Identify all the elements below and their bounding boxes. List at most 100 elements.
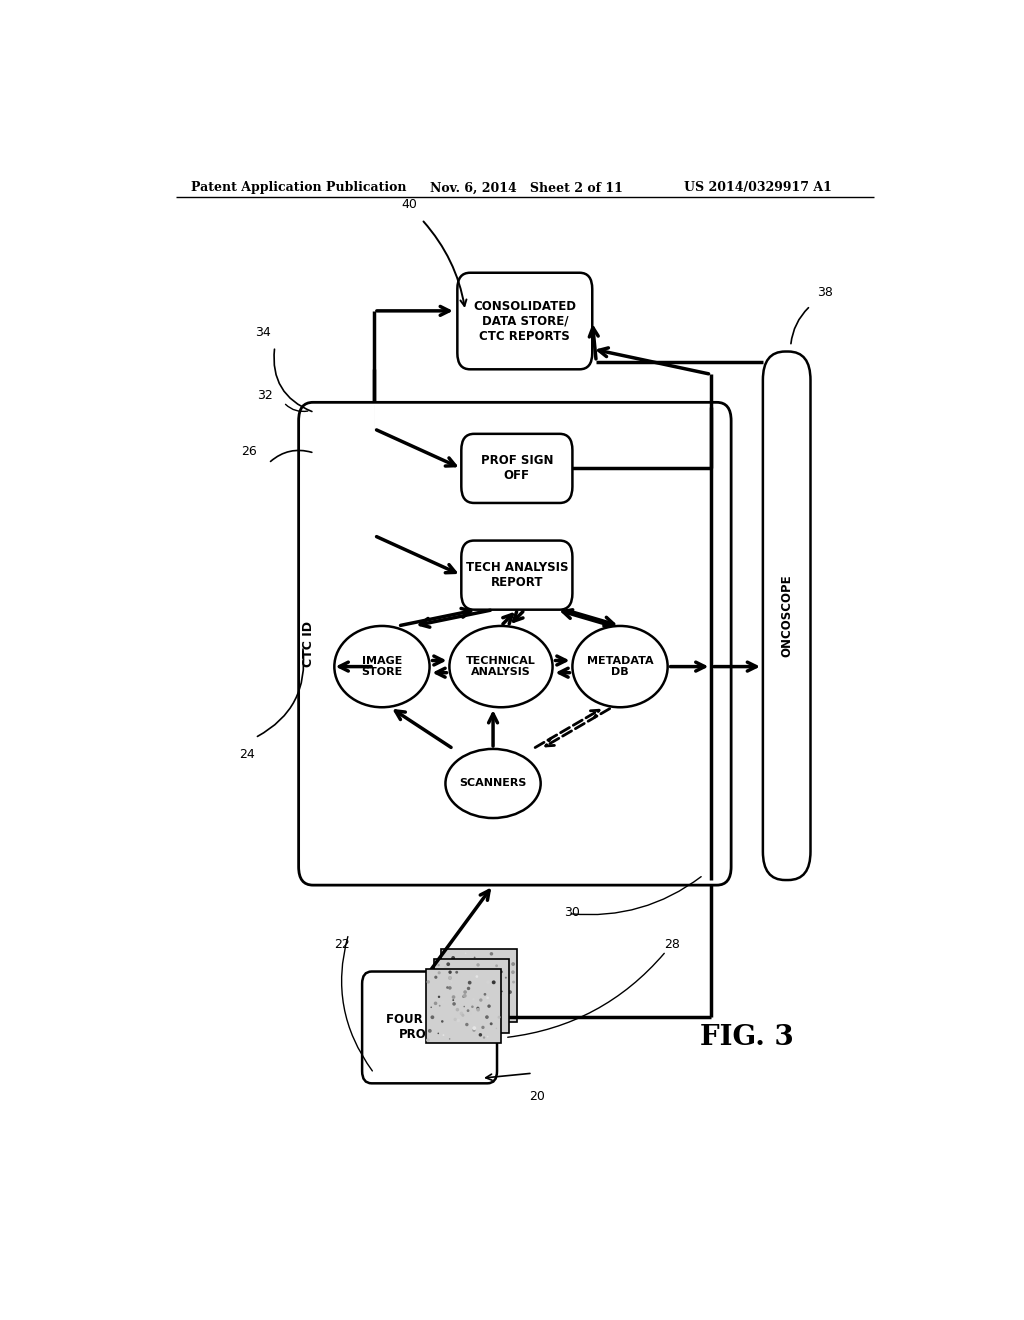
Point xyxy=(430,954,446,975)
Point xyxy=(471,961,487,982)
Point xyxy=(468,957,484,978)
Point xyxy=(457,975,473,997)
Text: 38: 38 xyxy=(817,285,833,298)
Point xyxy=(444,1007,461,1028)
Point xyxy=(483,944,500,965)
Ellipse shape xyxy=(445,748,541,818)
Point xyxy=(479,1026,496,1047)
Point xyxy=(441,968,458,989)
Point xyxy=(441,968,458,989)
Point xyxy=(497,970,513,991)
Point xyxy=(462,972,478,993)
Point xyxy=(457,985,473,1006)
Point xyxy=(457,982,473,1003)
Point xyxy=(469,989,485,1010)
Point xyxy=(454,1002,470,1023)
Point xyxy=(502,982,518,1003)
Point xyxy=(479,1007,496,1028)
Ellipse shape xyxy=(572,626,668,708)
Point xyxy=(431,962,447,983)
Point xyxy=(450,1014,466,1035)
Point xyxy=(455,1005,471,1026)
Point xyxy=(492,1008,508,1030)
Point xyxy=(434,981,451,1002)
Text: 26: 26 xyxy=(241,445,257,458)
Point xyxy=(500,998,516,1019)
Point xyxy=(431,995,447,1016)
Point xyxy=(481,995,498,1016)
Point xyxy=(467,977,483,998)
Point xyxy=(447,965,464,986)
Bar xyxy=(441,949,517,1022)
Point xyxy=(435,991,452,1012)
Text: CTC ID: CTC ID xyxy=(302,620,314,667)
Text: 20: 20 xyxy=(529,1090,546,1104)
Point xyxy=(456,986,472,1007)
Point xyxy=(460,1003,476,1024)
Text: US 2014/0329917 A1: US 2014/0329917 A1 xyxy=(684,181,831,194)
Point xyxy=(464,970,480,991)
Point xyxy=(488,956,505,977)
Point xyxy=(466,1018,482,1039)
Point xyxy=(441,977,458,998)
Point xyxy=(485,957,502,978)
Point xyxy=(465,985,481,1006)
Point xyxy=(431,986,447,1007)
Point xyxy=(460,1001,476,1022)
Point xyxy=(492,989,508,1010)
Point xyxy=(457,965,473,986)
Point xyxy=(505,972,521,993)
Point xyxy=(465,979,481,1001)
Text: 30: 30 xyxy=(564,906,581,919)
Point xyxy=(493,983,509,1005)
Point xyxy=(449,1003,465,1024)
Point xyxy=(484,975,501,997)
Point xyxy=(435,977,452,998)
Point xyxy=(485,972,502,993)
Point xyxy=(454,1003,470,1024)
Point xyxy=(462,983,478,1005)
Point xyxy=(450,997,466,1018)
Point xyxy=(489,972,506,993)
Point xyxy=(485,998,502,1019)
Point xyxy=(447,1008,464,1030)
Point xyxy=(451,1010,467,1031)
Point xyxy=(445,979,462,1001)
Ellipse shape xyxy=(450,626,553,708)
Point xyxy=(452,1002,468,1023)
Point xyxy=(484,1003,501,1024)
Point xyxy=(444,965,461,986)
Text: METADATA
DB: METADATA DB xyxy=(587,656,653,677)
Point xyxy=(484,1011,501,1032)
Point xyxy=(485,991,502,1012)
Point xyxy=(445,990,462,1011)
Point xyxy=(475,1016,492,1038)
Point xyxy=(443,972,460,993)
Point xyxy=(450,978,466,999)
Point xyxy=(458,942,474,964)
Point xyxy=(434,1014,451,1035)
Point xyxy=(492,950,508,972)
Point xyxy=(490,964,507,985)
Bar xyxy=(433,960,509,1032)
Point xyxy=(438,978,455,999)
Text: 24: 24 xyxy=(240,748,255,760)
Point xyxy=(475,990,492,1011)
Point xyxy=(449,966,465,987)
Point xyxy=(488,999,505,1020)
Point xyxy=(432,999,449,1020)
Point xyxy=(495,956,511,977)
Point xyxy=(495,972,511,993)
Point xyxy=(430,1010,446,1031)
Point xyxy=(490,1014,507,1035)
Point xyxy=(490,1007,507,1028)
Point xyxy=(465,989,481,1010)
Point xyxy=(498,968,514,989)
Point xyxy=(483,970,500,991)
Point xyxy=(486,994,503,1015)
Point xyxy=(463,978,479,999)
Point xyxy=(440,953,457,974)
Point xyxy=(470,961,486,982)
Point xyxy=(494,961,510,982)
Text: 40: 40 xyxy=(401,198,418,211)
